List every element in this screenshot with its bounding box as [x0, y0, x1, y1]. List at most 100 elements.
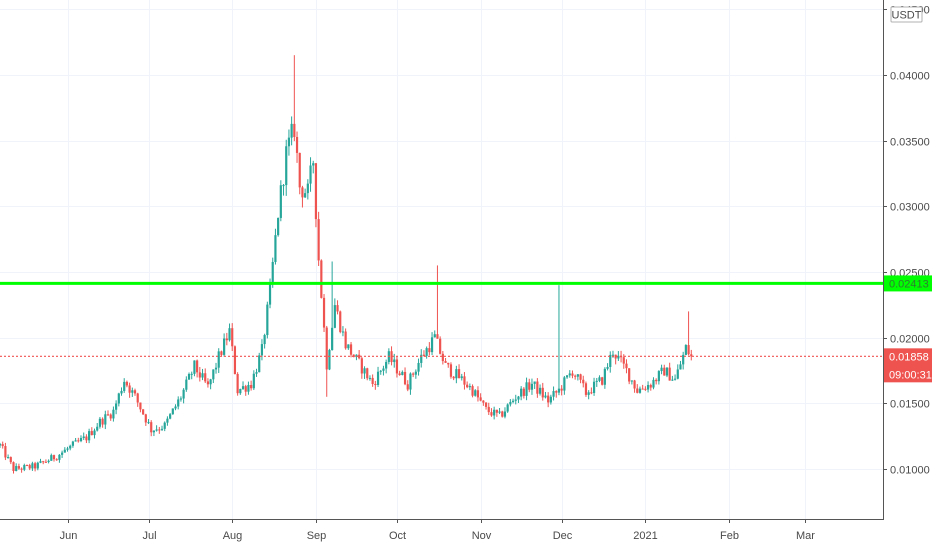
candle-down — [233, 345, 237, 375]
candle-down — [366, 367, 369, 381]
candle-down — [463, 372, 466, 390]
candle-down — [439, 336, 442, 355]
candle-body — [571, 373, 574, 376]
candle-body — [63, 449, 66, 453]
x-tick-label: Feb — [720, 530, 739, 542]
candle-down — [101, 417, 104, 428]
candle-down — [395, 356, 399, 378]
candle-body — [17, 466, 21, 469]
candle-up — [88, 428, 91, 444]
candle-body — [576, 374, 579, 377]
candle-body — [422, 354, 426, 356]
candle-down — [403, 367, 407, 386]
candle-down — [398, 370, 401, 376]
candle-body — [160, 428, 164, 430]
candle-body — [287, 137, 291, 147]
candle-body — [61, 452, 64, 455]
candle-up — [279, 180, 282, 222]
candle-down — [44, 459, 48, 463]
candle-up — [414, 369, 417, 379]
candle-up — [652, 377, 655, 390]
candle-up — [169, 412, 172, 420]
candle-up — [544, 391, 547, 399]
candle-down — [390, 346, 393, 366]
candle-body — [4, 446, 7, 458]
candle-body — [225, 338, 228, 341]
candle-body — [476, 390, 480, 398]
candle-body — [471, 386, 474, 396]
candle-up — [684, 344, 687, 356]
y-axis[interactable]: 0.010000.015000.020000.025000.030000.035… — [883, 5, 930, 477]
candle-body — [587, 392, 590, 395]
candle-up — [355, 354, 358, 361]
candle-body — [220, 351, 223, 355]
candle-body — [517, 396, 520, 400]
candle-body — [341, 331, 345, 333]
candle-body — [538, 387, 542, 394]
candle-body — [530, 383, 534, 390]
candle-down — [447, 362, 450, 368]
candle-down — [158, 426, 161, 434]
candle-up — [368, 375, 372, 381]
candle-body — [336, 305, 339, 312]
candle-down — [560, 385, 563, 396]
candle-body — [163, 422, 166, 429]
candle-body — [665, 367, 669, 376]
candle-body — [93, 430, 96, 436]
candle-body — [306, 183, 309, 194]
x-tick-label: Sep — [307, 530, 327, 542]
candle-down — [298, 152, 301, 195]
candle-body — [676, 369, 679, 379]
candle-body — [239, 388, 242, 394]
candle-up — [171, 408, 174, 415]
candle-down — [150, 420, 153, 437]
candle-up — [50, 453, 53, 461]
candle-body — [231, 328, 234, 347]
candle-up — [328, 348, 331, 371]
candle-body — [158, 429, 161, 431]
candle-body — [452, 376, 455, 379]
y-tick-label: 0.01500 — [890, 399, 930, 411]
candle-down — [528, 378, 531, 393]
candle-body — [484, 402, 488, 407]
candle-body — [193, 360, 196, 374]
y-tick-label: 0.03500 — [890, 137, 930, 149]
candle-down — [25, 464, 29, 467]
candle-down — [495, 409, 498, 417]
candle-up — [538, 384, 542, 396]
candle-down — [471, 384, 474, 398]
candle-body — [344, 331, 347, 349]
candle-body — [549, 396, 552, 403]
candle-down — [536, 378, 539, 398]
candle-body — [171, 408, 174, 415]
candle-up — [36, 461, 39, 471]
candle-body — [379, 370, 382, 372]
candle-body — [638, 388, 642, 393]
x-axis[interactable]: Jun Jul Aug Sep Oct Nov Dec 2021 Feb Mar — [60, 519, 816, 542]
candle-body — [544, 395, 547, 398]
candle-body — [244, 386, 247, 392]
candle-up — [239, 388, 242, 395]
candle-down — [649, 383, 652, 391]
candle-body — [233, 346, 237, 374]
candle-body — [463, 376, 466, 385]
candle-up — [568, 370, 571, 378]
candle-body — [333, 305, 336, 328]
candle-body — [433, 334, 436, 338]
candle-down — [452, 376, 455, 381]
candle-down — [406, 380, 409, 392]
y-tick-label: 0.03000 — [890, 202, 930, 214]
candle-up — [247, 381, 250, 395]
candle-up — [493, 406, 496, 420]
candle-body — [414, 371, 417, 375]
candle-down — [482, 400, 485, 406]
candle-body — [147, 422, 150, 424]
candle-body — [447, 362, 450, 365]
candle-body — [436, 334, 439, 339]
candle-up — [260, 339, 264, 361]
candle-body — [358, 354, 361, 359]
candle-down — [225, 332, 228, 346]
x-tick-label: Mar — [796, 530, 815, 542]
candle-body — [204, 373, 207, 382]
